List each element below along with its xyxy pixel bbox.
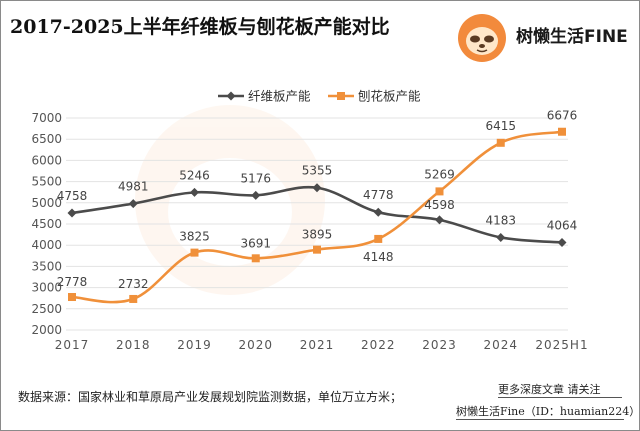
data-label: 4598 — [424, 198, 455, 212]
y-tick-label: 4500 — [31, 217, 62, 231]
data-point — [190, 187, 199, 197]
data-point — [251, 254, 260, 263]
x-tick-label: 2019 — [177, 338, 212, 352]
data-labels: 4758 4981 5246 5176 5355 4778 4598 4183 4064 2778… — [57, 109, 578, 291]
data-label: 4778 — [363, 188, 394, 202]
data-point — [313, 245, 321, 254]
y-tick-label: 5500 — [31, 175, 62, 189]
data-label: 4758 — [57, 189, 88, 203]
data-point — [558, 127, 566, 136]
data-point — [435, 215, 444, 225]
data-point — [251, 190, 261, 200]
data-label: 5269 — [424, 167, 455, 181]
account-underline — [456, 419, 624, 420]
y-tick-label: 6500 — [31, 132, 62, 146]
x-tick-label: 2017 — [55, 338, 90, 352]
logo — [458, 14, 506, 62]
x-tick-label: 2020 — [238, 338, 273, 352]
data-point — [496, 232, 506, 242]
follow-note: 更多深度文章 请关注 — [498, 383, 601, 396]
y-tick-label: 7000 — [31, 111, 62, 125]
data-point — [374, 234, 383, 243]
data-point — [68, 293, 76, 302]
y-tick-label: 3500 — [31, 259, 62, 273]
legend-label: 刨花板产能 — [358, 89, 421, 104]
data-label: 3691 — [240, 236, 271, 250]
x-axis: 2017 2018 2019 2020 2021 2022 2023 2024 2025H1 — [55, 338, 588, 352]
x-tick-label: 2023 — [422, 338, 457, 352]
y-axis: 2000 2500 3000 3500 4000 4500 5000 5500 6000 6500… — [31, 111, 62, 337]
data-label: 4148 — [363, 250, 394, 264]
account-note: 树懒生活Fine（ID：huamian224） — [456, 405, 640, 418]
legend-marker — [337, 92, 345, 100]
data-point — [496, 138, 505, 147]
data-point — [373, 207, 383, 217]
follow-underline — [498, 397, 622, 398]
data-label: 3825 — [179, 230, 210, 244]
data-label: 5176 — [240, 171, 271, 185]
data-point — [435, 187, 444, 196]
y-tick-label: 4000 — [31, 238, 62, 252]
data-point — [129, 294, 138, 303]
sloth-face-icon — [458, 14, 506, 62]
data-label: 3895 — [302, 228, 333, 242]
data-label: 2778 — [57, 275, 88, 289]
data-point — [128, 199, 138, 209]
chart-title: 2017-2025上半年纤维板与刨花板产能对比 — [10, 16, 390, 38]
x-tick-label: 2024 — [483, 338, 518, 352]
x-tick-label: 2018 — [116, 338, 151, 352]
data-point — [67, 208, 77, 218]
data-label: 4064 — [547, 218, 578, 232]
data-label: 6415 — [485, 119, 516, 133]
data-label: 4981 — [118, 180, 149, 194]
data-label: 4183 — [485, 213, 516, 227]
x-tick-label: 2022 — [361, 338, 396, 352]
data-label: 2732 — [118, 277, 149, 291]
grid — [66, 117, 568, 331]
legend: 纤维板产能 刨花板产能 — [218, 89, 421, 104]
y-tick-label: 5000 — [31, 196, 62, 210]
data-label: 5246 — [179, 168, 210, 182]
data-point — [557, 237, 567, 247]
watermark-icon — [135, 105, 325, 295]
data-label: 6676 — [547, 109, 578, 123]
source-note: 数据来源：国家林业和草原局产业发展规划院监测数据，单位万立方米； — [18, 390, 403, 404]
x-tick-label: 2021 — [300, 338, 335, 352]
data-point — [312, 183, 322, 193]
y-tick-label: 2000 — [31, 323, 62, 337]
logo-text: 树懒生活FINE — [516, 27, 628, 47]
data-point — [190, 248, 199, 257]
y-tick-label: 6000 — [31, 153, 62, 167]
x-tick-label: 2025H1 — [535, 338, 588, 352]
series — [67, 127, 567, 304]
data-label: 5355 — [302, 164, 333, 178]
y-tick-label: 2500 — [31, 302, 62, 316]
y-tick-label: 3000 — [31, 281, 62, 295]
legend-marker — [226, 91, 236, 101]
legend-label: 纤维板产能 — [248, 89, 311, 104]
